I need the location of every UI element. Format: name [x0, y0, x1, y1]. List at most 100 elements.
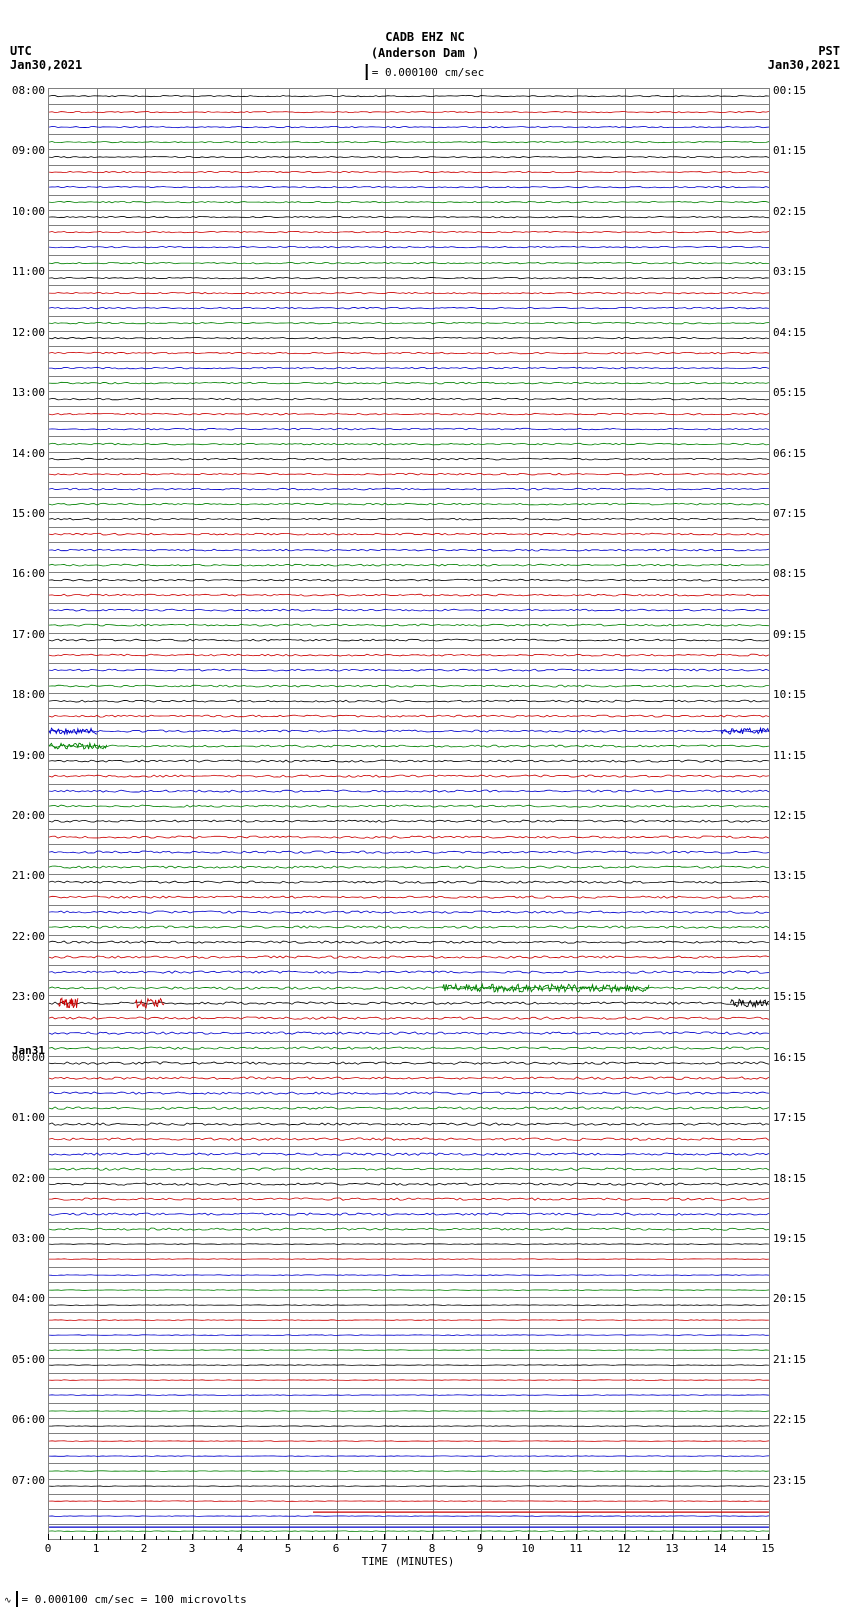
utc-tz: UTC — [10, 44, 82, 58]
pst-hour-label: 08:15 — [773, 567, 806, 580]
x-tick-label: 6 — [333, 1542, 340, 1555]
utc-hour-label: 23:00 — [12, 990, 45, 1003]
x-minor-tick — [756, 1536, 757, 1540]
utc-hour-label: 00:00 — [12, 1051, 45, 1064]
x-minor-tick — [408, 1536, 409, 1540]
pst-hour-label: 21:15 — [773, 1353, 806, 1366]
x-tick-mark — [336, 1534, 337, 1540]
x-minor-tick — [108, 1536, 109, 1540]
pst-hour-label: 03:15 — [773, 265, 806, 278]
pst-hour-label: 14:15 — [773, 930, 806, 943]
x-tick-mark — [720, 1534, 721, 1540]
x-minor-tick — [228, 1536, 229, 1540]
x-tick-label: 2 — [141, 1542, 148, 1555]
x-minor-tick — [564, 1536, 565, 1540]
x-tick-label: 11 — [569, 1542, 582, 1555]
x-minor-tick — [372, 1536, 373, 1540]
x-tick-label: 3 — [189, 1542, 196, 1555]
x-tick-mark — [384, 1534, 385, 1540]
x-minor-tick — [300, 1536, 301, 1540]
x-tick-mark — [480, 1534, 481, 1540]
footer-text: = 0.000100 cm/sec = 100 microvolts — [22, 1593, 247, 1606]
pst-hour-label: 18:15 — [773, 1172, 806, 1185]
pst-hour-label: 01:15 — [773, 144, 806, 157]
x-minor-tick — [420, 1536, 421, 1540]
x-tick-label: 13 — [665, 1542, 678, 1555]
utc-date: Jan30,2021 — [10, 58, 82, 72]
utc-hour-label: 01:00 — [12, 1111, 45, 1124]
footer-scale: ∿ = 0.000100 cm/sec = 100 microvolts — [4, 1591, 247, 1607]
pst-hour-label: 05:15 — [773, 386, 806, 399]
footer-wave-icon: ∿ — [4, 1596, 12, 1606]
x-tick-label: 12 — [617, 1542, 630, 1555]
scale-label: = 0.000100 cm/sec — [372, 66, 485, 79]
x-minor-tick — [648, 1536, 649, 1540]
trace-event — [49, 731, 769, 761]
x-minor-tick — [360, 1536, 361, 1540]
utc-hour-label: 09:00 — [12, 144, 45, 157]
pst-hour-label: 12:15 — [773, 809, 806, 822]
utc-hour-label: 15:00 — [12, 507, 45, 520]
pst-hour-label: 19:15 — [773, 1232, 806, 1245]
x-tick-label: 0 — [45, 1542, 52, 1555]
x-tick-label: 7 — [381, 1542, 388, 1555]
station-location: (Anderson Dam ) — [0, 46, 850, 62]
utc-hour-label: 08:00 — [12, 84, 45, 97]
x-tick-mark — [240, 1534, 241, 1540]
x-minor-tick — [60, 1536, 61, 1540]
x-tick-label: 8 — [429, 1542, 436, 1555]
pst-hour-label: 04:15 — [773, 326, 806, 339]
utc-hour-label: 18:00 — [12, 688, 45, 701]
seismogram-container: CADB EHZ NC (Anderson Dam ) = 0.000100 c… — [0, 0, 850, 1613]
x-minor-tick — [612, 1536, 613, 1540]
x-minor-tick — [504, 1536, 505, 1540]
x-tick-mark — [288, 1534, 289, 1540]
x-minor-tick — [744, 1536, 745, 1540]
x-tick-label: 4 — [237, 1542, 244, 1555]
pst-hour-label: 22:15 — [773, 1413, 806, 1426]
utc-hour-label: 07:00 — [12, 1474, 45, 1487]
x-minor-tick — [660, 1536, 661, 1540]
utc-hour-label: 05:00 — [12, 1353, 45, 1366]
x-minor-tick — [444, 1536, 445, 1540]
utc-hour-label: 22:00 — [12, 930, 45, 943]
utc-hour-label: 04:00 — [12, 1292, 45, 1305]
utc-hour-label: 06:00 — [12, 1413, 45, 1426]
pst-date: Jan30,2021 — [768, 58, 840, 72]
x-minor-tick — [588, 1536, 589, 1540]
x-minor-tick — [600, 1536, 601, 1540]
utc-hour-label: 21:00 — [12, 869, 45, 882]
scale-bar-icon — [366, 64, 368, 80]
x-minor-tick — [276, 1536, 277, 1540]
pst-hour-label: 17:15 — [773, 1111, 806, 1124]
pst-header: PST Jan30,2021 — [768, 44, 840, 72]
x-tick-label: 10 — [521, 1542, 534, 1555]
utc-hour-label: 03:00 — [12, 1232, 45, 1245]
x-tick-mark — [576, 1534, 577, 1540]
x-minor-tick — [732, 1536, 733, 1540]
utc-hour-label: 20:00 — [12, 809, 45, 822]
footer-scale-bar-icon — [16, 1591, 18, 1607]
x-tick-mark — [768, 1534, 769, 1540]
x-minor-tick — [84, 1536, 85, 1540]
x-minor-tick — [696, 1536, 697, 1540]
x-tick-mark — [432, 1534, 433, 1540]
x-minor-tick — [324, 1536, 325, 1540]
x-minor-tick — [180, 1536, 181, 1540]
pst-hour-label: 13:15 — [773, 869, 806, 882]
pst-hour-label: 07:15 — [773, 507, 806, 520]
x-minor-tick — [348, 1536, 349, 1540]
trace-event — [49, 988, 769, 1018]
x-tick-mark — [624, 1534, 625, 1540]
x-minor-tick — [396, 1536, 397, 1540]
pst-hour-label: 00:15 — [773, 84, 806, 97]
scale-indicator: = 0.000100 cm/sec — [366, 64, 485, 80]
x-tick-label: 14 — [713, 1542, 726, 1555]
x-minor-tick — [204, 1536, 205, 1540]
x-minor-tick — [516, 1536, 517, 1540]
utc-hour-label: 02:00 — [12, 1172, 45, 1185]
x-minor-tick — [132, 1536, 133, 1540]
x-minor-tick — [708, 1536, 709, 1540]
station-code: CADB EHZ NC — [0, 30, 850, 46]
x-tick-label: 9 — [477, 1542, 484, 1555]
